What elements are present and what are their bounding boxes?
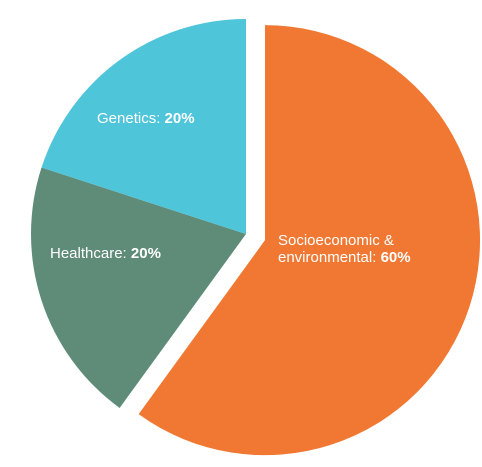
value-label: 60% bbox=[380, 249, 411, 266]
pie-slice bbox=[31, 167, 247, 408]
slice-label: Genetics: 20% bbox=[97, 110, 195, 127]
category-label: Socioeconomic & environmental: bbox=[278, 232, 394, 266]
value-label: 20% bbox=[130, 245, 161, 262]
slice-label: Healthcare: 20% bbox=[50, 245, 161, 262]
pie-slice bbox=[138, 25, 481, 456]
value-label: 20% bbox=[164, 110, 195, 127]
pie-slice bbox=[41, 19, 246, 234]
category-label: Healthcare: bbox=[50, 245, 127, 262]
category-label: Genetics: bbox=[97, 110, 161, 127]
slice-label: Socioeconomic & environmental: 60% bbox=[278, 232, 468, 266]
